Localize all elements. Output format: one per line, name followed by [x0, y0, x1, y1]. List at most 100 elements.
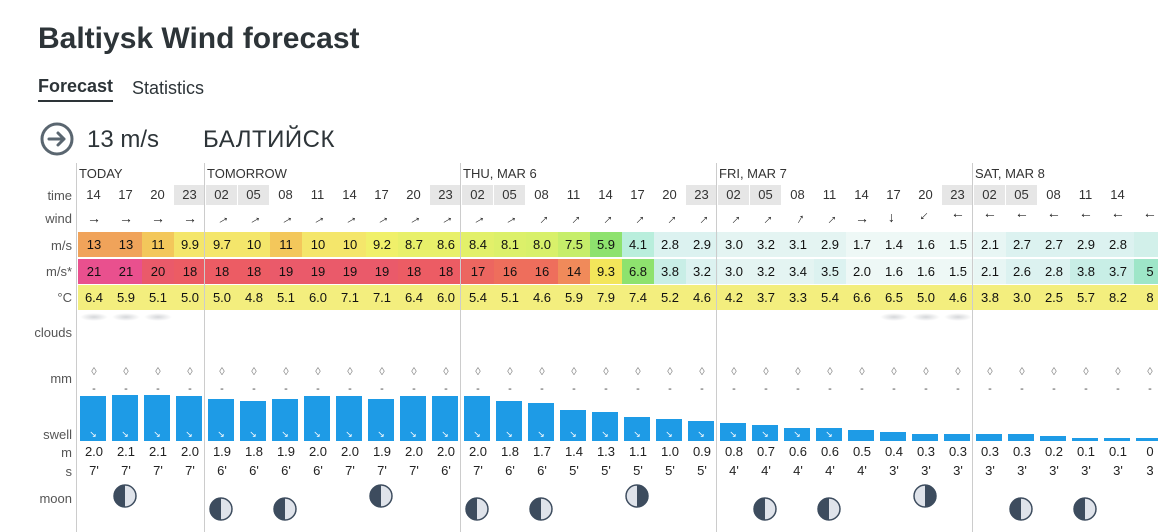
rain-amount: -: [444, 383, 448, 395]
wind-speed-cell: 8.7: [398, 232, 430, 257]
forecast-column[interactable]: 08 → 3.1 3.4 3.3 ◊ - ↘ 0.6 4': [782, 163, 814, 532]
temperature-cell: 5.4: [814, 285, 846, 310]
wind-gust-cell: 2.6: [1006, 259, 1038, 284]
hour-cell: 17: [886, 187, 901, 202]
forecast-column[interactable]: 02 → 9.7 18 5.0 ◊ - ↘ 1.9 6': [206, 163, 238, 532]
forecast-column[interactable]: 05 → 10 18 4.8 ◊ - ↘ 1.8 6': [238, 163, 270, 532]
raindrop-icon: ◊: [315, 366, 321, 378]
forecast-column[interactable]: 02 → 3.0 3.0 4.2 ◊ - ↘ 0.8 4': [718, 163, 750, 532]
hour-cell: 14: [342, 187, 357, 202]
forecast-column[interactable]: 23 → 2.9 3.2 4.6 ◊ - ↘ 0.9 5': [686, 163, 718, 532]
forecast-column[interactable]: 20 → 8.7 18 6.4 ◊ - ↘ 2.0 7': [398, 163, 430, 532]
swell-bar: [880, 432, 906, 441]
forecast-column[interactable]: 11 → 7.5 14 5.9 ◊ - ↘ 1.4 5': [558, 163, 590, 532]
forecast-table[interactable]: time wind m/s m/s* °C clouds mm swell m …: [0, 163, 1158, 532]
day-label: TOMORROW: [207, 166, 287, 181]
wind-arrow-icon: →: [119, 210, 133, 226]
forecast-column[interactable]: 11 → 2.9 3.5 5.4 ◊ - ↘ 0.6 4': [814, 163, 846, 532]
tab-statistics[interactable]: Statistics: [132, 78, 205, 98]
wind-direction-cell: →: [302, 207, 334, 229]
forecast-column[interactable]: 05 → 3.2 3.2 3.7 ◊ - ↘ 0.7 4': [750, 163, 782, 532]
swell-height-cell: 2.1: [116, 444, 136, 459]
forecast-column[interactable]: 20 → 11 20 5.1 ◊ - ↘ 2.1 7': [142, 163, 174, 532]
forecast-column[interactable]: 14 → 1.7 2.0 6.6 ◊ - 0.5 4': [846, 163, 878, 532]
hour-cell: 08: [278, 187, 293, 202]
raindrop-icon: ◊: [411, 366, 417, 378]
wind-direction-cell: →: [462, 207, 494, 229]
raindrop-icon: ◊: [219, 366, 225, 378]
wind-arrow-icon: →: [87, 210, 101, 226]
forecast-column[interactable]: 05 → 8.1 16 5.1 ◊ - ↘ 1.8 6': [494, 163, 526, 532]
forecast-column[interactable]: 05 → 2.7 2.6 3.0 ◊ - 0.3 3': [1006, 163, 1038, 532]
raindrop-icon: ◊: [795, 366, 801, 378]
raindrop-icon: ◊: [283, 366, 289, 378]
forecast-column[interactable]: 11 → 10 19 6.0 ◊ - ↘ 2.0 6': [302, 163, 334, 532]
temperature-cell: 7.1: [366, 285, 398, 310]
wind-speed-cell: 3.0: [718, 232, 750, 257]
forecast-column[interactable]: 20 → 1.6 1.6 5.0 ◊ -0.3 3': [910, 163, 942, 532]
hour-cell: 11: [1078, 187, 1093, 202]
tab-forecast[interactable]: Forecast: [38, 76, 114, 102]
wind-arrow-icon: →: [307, 207, 329, 229]
swell-direction-icon: ↘: [409, 429, 417, 439]
wind-arrow-icon: →: [243, 207, 265, 229]
swell-bar: [1008, 434, 1034, 441]
moon-phase-icon: [753, 497, 777, 521]
forecast-column[interactable]: 17 → 9.2 19 7.1 ◊ - ↘ 1.9 7': [366, 163, 398, 532]
forecast-column[interactable]: 20 → 2.8 3.8 5.2 ◊ - ↘ 1.0 5': [654, 163, 686, 532]
swell-bar: ↘: [176, 396, 202, 441]
forecast-column[interactable]: → 5 8 ◊ - 0 3: [1134, 163, 1158, 532]
wind-direction-cell: →: [718, 207, 750, 229]
wind-direction-cell: →: [206, 207, 238, 229]
temperature-cell: 6.0: [302, 285, 334, 310]
rain-amount: -: [1020, 383, 1024, 395]
hour-cell: 05: [238, 185, 269, 205]
swell-period-cell: 3: [1146, 463, 1154, 478]
wind-direction-cell: →: [782, 207, 814, 229]
forecast-column[interactable]: 17 → 13 21 5.9 ◊ - ↘ 2.1 7': [110, 163, 142, 532]
forecast-column[interactable]: 08 → 2.7 2.8 2.5 ◊ - 0.2 3': [1038, 163, 1070, 532]
moon-phase-icon: [529, 497, 553, 521]
forecast-column[interactable]: 11 → 2.9 3.8 5.7 ◊ - 0.1 3': [1070, 163, 1102, 532]
forecast-column[interactable]: 17 → 4.1 6.8 7.4 ◊ - ↘ 1.1 5': [622, 163, 654, 532]
forecast-column[interactable]: 23 → 1.5 1.5 4.6 ◊ -0.3 3': [942, 163, 974, 532]
wind-arrow-icon: →: [1047, 210, 1061, 226]
rain-amount: -: [988, 383, 992, 395]
rain-amount: -: [348, 383, 352, 395]
hour-cell: 20: [662, 187, 677, 202]
swell-direction-icon: ↘: [569, 429, 577, 439]
hour-cell: 14: [854, 187, 869, 202]
raindrop-icon: ◊: [155, 366, 161, 378]
temperature-cell: 3.0: [1006, 285, 1038, 310]
forecast-column[interactable]: 02 → 8.4 17 5.4 ◊ - ↘ 2.0 7': [462, 163, 494, 532]
rain-amount: -: [1084, 383, 1088, 395]
moon-phase-icon: [465, 497, 489, 521]
wind-speed-cell: 2.9: [1070, 232, 1102, 257]
forecast-column[interactable]: 17 → 1.4 1.6 6.5 ◊ - 0.4 3': [878, 163, 910, 532]
forecast-column[interactable]: 02 → 2.1 2.1 3.8 ◊ -0.3 3': [974, 163, 1006, 532]
swell-height-cell: 0.3: [948, 444, 968, 459]
cloud-icon: [144, 313, 172, 321]
wind-arrow-icon: →: [819, 207, 841, 229]
forecast-column[interactable]: 08 → 8.0 16 4.6 ◊ - ↘ 1.7 6': [526, 163, 558, 532]
wind-speed-cell: 2.9: [686, 232, 718, 257]
forecast-column[interactable]: 14 → 2.8 3.7 8.2 ◊ - 0.1 3': [1102, 163, 1134, 532]
swell-bar: ↘: [304, 396, 330, 441]
forecast-column[interactable]: 14 → 10 19 7.1 ◊ - ↘ 2.0 7': [334, 163, 366, 532]
wind-gust-cell: 3.8: [1070, 259, 1102, 284]
wind-gust-cell: 20: [142, 259, 174, 284]
forecast-column[interactable]: 14 → 5.9 9.3 7.9 ◊ - ↘ 1.3 5': [590, 163, 622, 532]
forecast-column[interactable]: 08 → 11 19 5.1 ◊ - ↘ 1.9 6': [270, 163, 302, 532]
swell-period-cell: 6': [441, 463, 451, 478]
forecast-column[interactable]: 14 → 13 21 6.4 ◊ - ↘ 2.0 7': [78, 163, 110, 532]
raindrop-icon: ◊: [1115, 366, 1121, 378]
swell-period-cell: 4': [825, 463, 835, 478]
raindrop-icon: ◊: [379, 366, 385, 378]
wind-speed-cell: 8.0: [526, 232, 558, 257]
swell-height-cell: 0.3: [980, 444, 1000, 459]
raindrop-icon: ◊: [763, 366, 769, 378]
wind-speed-cell: 9.9: [174, 232, 206, 257]
swell-direction-icon: ↘: [633, 429, 641, 439]
forecast-column[interactable]: 23 → 9.9 18 5.0 ◊ - ↘ 2.0 7': [174, 163, 206, 532]
forecast-column[interactable]: 23 → 8.6 18 6.0 ◊ - ↘ 2.0 6': [430, 163, 462, 532]
